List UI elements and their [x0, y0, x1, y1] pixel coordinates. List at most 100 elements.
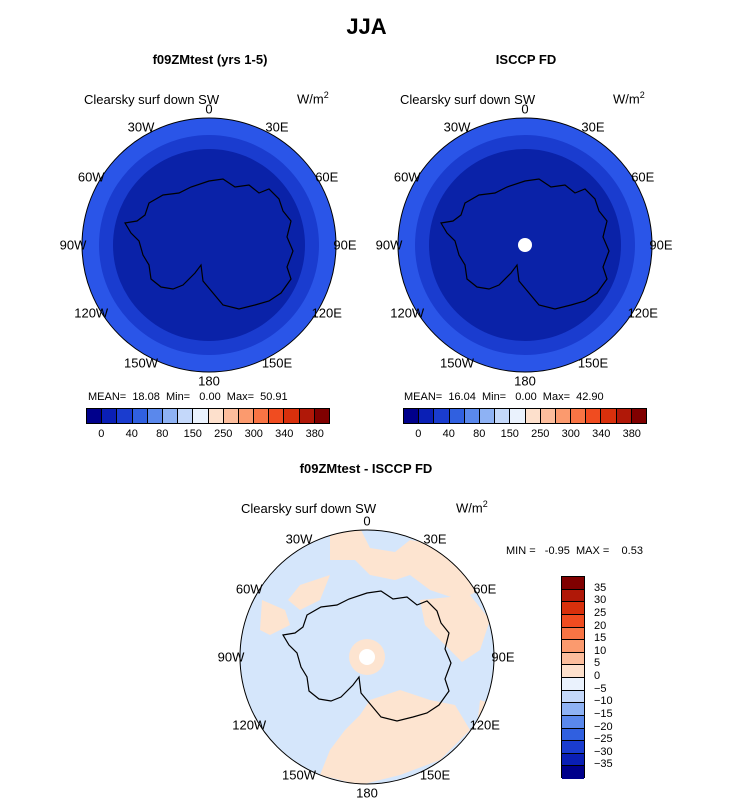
diff-coastline	[282, 590, 452, 722]
panel2-lon-label: 90E	[649, 237, 673, 253]
panel2-colorbar-tick-label: 380	[622, 428, 641, 440]
panel1-colorbar-tick-label: 380	[305, 428, 324, 440]
panel2-colorbar	[403, 408, 647, 424]
panel1-colorbar-swatch	[87, 409, 103, 423]
diff-colorbar-swatch	[562, 678, 584, 691]
diff-colorbar-swatch	[562, 577, 584, 590]
diff-colorbar-swatch	[562, 614, 584, 628]
diff-lon-label: 0	[363, 513, 371, 529]
diff-colorbar-tick-label: −25	[594, 733, 613, 746]
panel1-colorbar-swatch	[284, 409, 300, 423]
diff-colorbar-swatch	[562, 690, 584, 704]
diff-colorbar-swatch	[562, 602, 584, 615]
panel2-lon-label: 60E	[631, 169, 655, 185]
panel1-colorbar-swatch	[162, 409, 179, 423]
diff-colorbar-tick-label: −5	[594, 682, 607, 695]
diff-lon-label: 90W	[217, 649, 245, 665]
panel2-coastline	[440, 178, 610, 310]
panel2-colorbar-swatch	[586, 409, 602, 423]
panel1-colorbar-swatch	[147, 409, 163, 423]
panel1-lon-label: 120W	[74, 305, 109, 321]
panel1-lon-label: 60E	[315, 169, 339, 185]
panel1-lon-label: 180	[198, 373, 220, 389]
panel1-coastline	[124, 178, 294, 310]
panel1-colorbar	[86, 408, 330, 424]
panel1-lon-label: 60W	[77, 169, 105, 185]
diff-units: W/m2	[456, 499, 488, 516]
diff-lon-label: 60W	[235, 581, 263, 597]
panel2-colorbar-swatch	[419, 409, 435, 423]
diff-lon-label: 150W	[282, 767, 316, 783]
panel2-missing-data-pole	[518, 238, 532, 252]
diff-colorbar-tick-label: −30	[594, 745, 613, 758]
panel1-colorbar-swatch	[269, 409, 285, 423]
panel2-colorbar-tick-label: 340	[592, 428, 611, 440]
panel2-colorbar-swatch	[479, 409, 496, 423]
panel1-field-label: Clearsky surf down SW	[84, 92, 220, 107]
diff-lon-label: 150E	[419, 767, 451, 783]
diff-colorbar-swatch	[562, 665, 584, 678]
page-title: JJA	[346, 14, 387, 39]
panel2-colorbar-swatch	[601, 409, 617, 423]
diff-colorbar-swatch	[562, 715, 584, 729]
diff-positive-region	[320, 690, 470, 784]
panel1-colorbar-tick-label: 150	[183, 428, 202, 440]
panel1-colorbar-tick-label: 80	[156, 428, 169, 440]
panel2-colorbar-swatch	[616, 409, 632, 423]
panel1-colorbar-swatch	[208, 409, 224, 423]
diff-lon-label: 180	[356, 785, 378, 801]
panel2-lon-label: 30W	[443, 119, 471, 135]
diff-colorbar-tick-label: −20	[594, 720, 613, 733]
panel2-lon-label: 150W	[440, 355, 474, 371]
diff-stats: MIN = -0.95 MAX = 0.53	[506, 545, 643, 557]
panel2-colorbar-swatch	[510, 409, 526, 423]
panel1-lon-label: 30E	[265, 119, 289, 135]
panel1-colorbar-swatch	[314, 409, 329, 423]
panel2-title: ISCCP FD	[495, 52, 557, 67]
panel2-stats: MEAN= 16.04 Min= 0.00 Max= 42.90	[404, 391, 604, 403]
panel2-colorbar-tick-label: 0	[415, 428, 422, 440]
diff-colorbar-tick-label: −35	[594, 758, 613, 771]
diff-lon-label: 60E	[473, 581, 497, 597]
panel1-stats: MEAN= 18.08 Min= 0.00 Max= 50.91	[88, 391, 288, 403]
panel1-colorbar-swatch	[299, 409, 315, 423]
panel2-field-label: Clearsky surf down SW	[400, 92, 536, 107]
panel1-colorbar-tick-label: 0	[98, 428, 105, 440]
diff-missing-data-pole	[359, 649, 375, 665]
panel2-lon-label: 150E	[577, 355, 609, 371]
panel2-colorbar-swatch	[434, 409, 450, 423]
diff-colorbar-tick-label: −15	[594, 707, 613, 720]
panel2-lon-label: 60W	[393, 169, 421, 185]
panel1-lon-label: 90E	[333, 237, 357, 253]
panel1-colorbar-swatch	[117, 409, 133, 423]
panel2-colorbar-swatch	[525, 409, 541, 423]
diff-colorbar-swatch	[562, 703, 584, 716]
diff-colorbar-tick-label: 20	[594, 619, 607, 632]
diff-colorbar-swatch	[562, 753, 584, 767]
panel2-lon-label: 30E	[581, 119, 605, 135]
diff-colorbar-tick-label: 30	[594, 594, 607, 607]
diff-lon-label: 90E	[491, 649, 515, 665]
panel1-lon-label: 90W	[59, 237, 87, 253]
panel1-lon-label: 0	[205, 101, 213, 117]
diff-colorbar-swatch	[562, 741, 584, 754]
panel2-lon-label: 0	[521, 101, 529, 117]
diff-field-label: Clearsky surf down SW	[241, 501, 377, 516]
diff-colorbar	[561, 576, 585, 779]
panel1-colorbar-swatch	[102, 409, 118, 423]
panel2-colorbar-swatch	[631, 409, 646, 423]
diff-title: f09ZMtest - ISCCP FD	[299, 461, 433, 476]
panel2-colorbar-tick-label: 80	[473, 428, 486, 440]
panel2-lon-label: 120W	[390, 305, 425, 321]
diff-colorbar-swatch	[562, 627, 584, 641]
panel1-lon-label: 120E	[311, 305, 342, 321]
panel1-lon-label: 150E	[261, 355, 293, 371]
panel1-units: W/m2	[297, 90, 329, 107]
diff-lon-label: 30E	[423, 531, 447, 547]
panel1-inner-region	[113, 149, 305, 341]
diff-lon-label: 120W	[232, 717, 267, 733]
panel2-colorbar-swatch	[555, 409, 572, 423]
diff-colorbar-swatch	[562, 728, 584, 742]
panel2-colorbar-swatch	[464, 409, 480, 423]
diff-colorbar-swatch	[562, 766, 584, 779]
